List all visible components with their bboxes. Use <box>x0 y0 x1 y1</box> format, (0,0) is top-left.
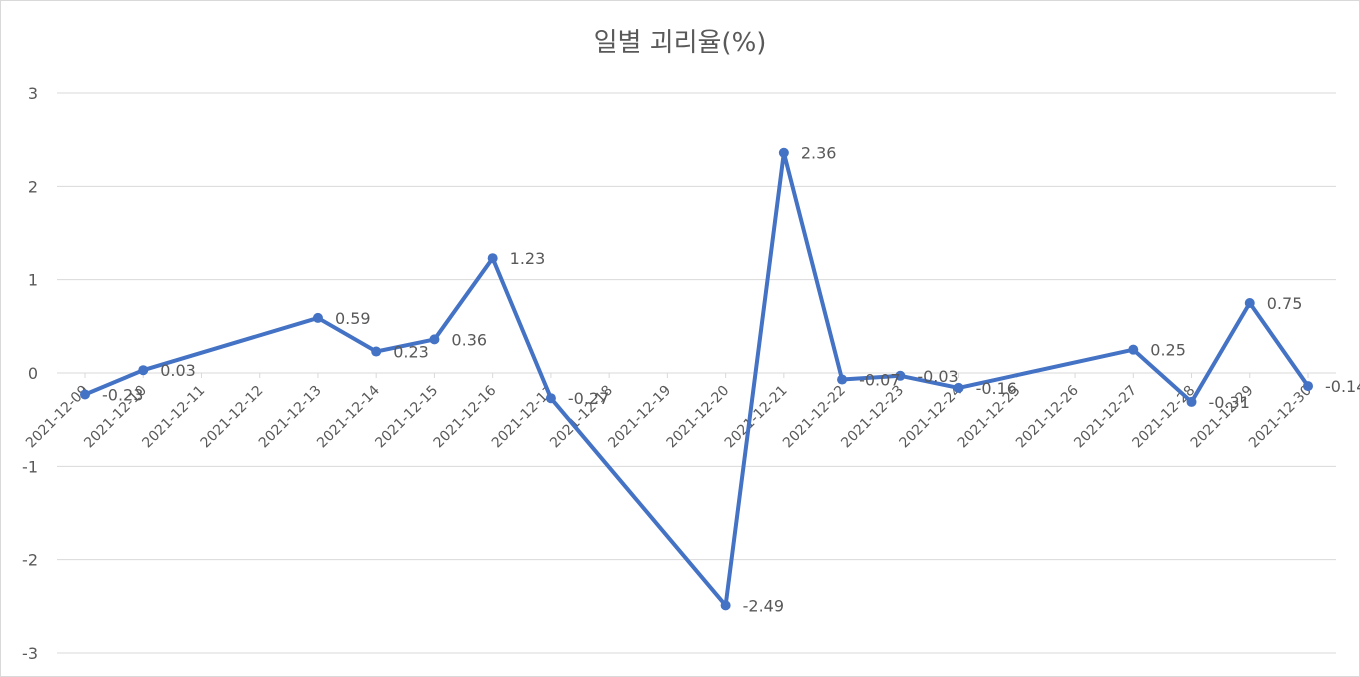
data-label: 0.75 <box>1267 294 1303 313</box>
chart-title: 일별 괴리율(%) <box>593 28 767 58</box>
series-points <box>80 147 1313 611</box>
x-tick-label: 2021-12-30 <box>1246 383 1315 452</box>
y-tick-label: -2 <box>22 551 38 570</box>
data-point <box>1303 381 1313 392</box>
y-axis-ticks: 3 2 1 0 -1 -2 -3 <box>22 84 38 663</box>
data-label: -0.14 <box>1325 377 1360 396</box>
data-label: -0.31 <box>1209 393 1250 412</box>
data-point <box>1128 344 1139 355</box>
data-label: -0.16 <box>976 379 1017 398</box>
data-point <box>429 334 440 345</box>
data-point <box>1186 396 1197 407</box>
x-axis-ticks: 2021-12-092021-12-102021-12-112021-12-12… <box>23 373 1315 451</box>
data-label: 0.59 <box>335 309 371 328</box>
y-tick-label: -1 <box>22 457 38 476</box>
data-point <box>80 389 90 400</box>
data-label: -0.23 <box>102 385 143 404</box>
data-label: -0.03 <box>917 367 958 386</box>
data-point <box>312 312 323 323</box>
data-label: 0.03 <box>160 361 196 380</box>
data-point <box>720 600 731 611</box>
data-label: 1.23 <box>510 249 546 268</box>
data-label: -2.49 <box>743 596 784 615</box>
data-point <box>837 374 848 385</box>
data-point <box>1244 298 1255 308</box>
data-label: 2.36 <box>801 144 837 163</box>
data-label: 0.36 <box>451 330 487 349</box>
y-tick-label: 0 <box>28 364 38 383</box>
data-label: 0.23 <box>393 343 429 362</box>
data-labels: -0.23 0.03 0.59 0.23 0.36 1.23 -0.27 -2.49 2.36 -… <box>102 144 1360 616</box>
data-point <box>778 147 789 158</box>
data-point <box>138 365 149 376</box>
data-point <box>895 370 906 381</box>
y-tick-label: 3 <box>28 84 38 103</box>
data-label: -0.27 <box>568 389 609 408</box>
data-label: -0.07 <box>859 371 900 390</box>
data-point <box>953 382 964 393</box>
series-line-path <box>83 150 1310 608</box>
grid-lines <box>57 92 1336 654</box>
series-line <box>83 150 1310 608</box>
y-tick-label: -3 <box>22 644 38 663</box>
y-tick-label: 2 <box>28 177 38 196</box>
data-point <box>487 253 498 264</box>
data-label: 0.25 <box>1150 341 1186 360</box>
y-tick-label: 1 <box>28 271 38 290</box>
data-point <box>545 393 556 404</box>
data-point <box>371 346 382 357</box>
